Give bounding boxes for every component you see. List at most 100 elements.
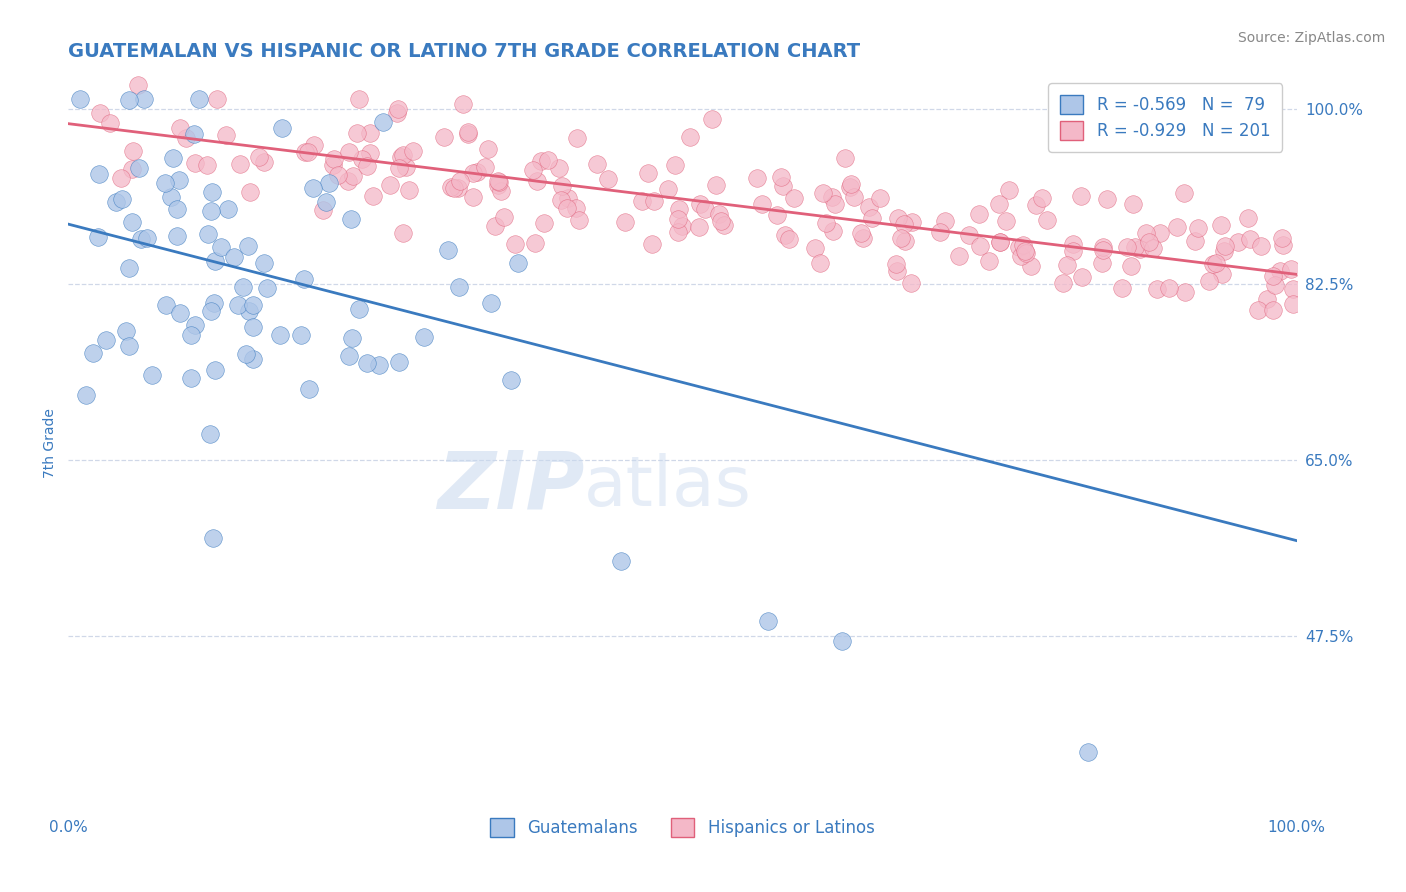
Point [385,106,408,120]
Point [1256,292,1278,306]
Point [302,137,325,152]
Point [1202,257,1225,271]
Point [745,171,768,186]
Point [530,154,553,169]
Point [838,180,860,194]
Point [537,153,560,168]
Point [457,127,479,141]
Point [1015,246,1038,260]
Point [398,183,420,197]
Point [489,184,512,198]
Point [166,202,188,216]
Point [121,215,143,229]
Legend: Guatemalans, Hispanics or Latinos: Guatemalans, Hispanics or Latinos [484,812,882,844]
Point [322,152,344,166]
Point [957,227,980,242]
Point [783,191,806,205]
Point [1212,244,1234,259]
Point [187,91,209,105]
Point [1198,274,1220,288]
Point [1062,244,1084,258]
Point [180,371,202,385]
Point [808,256,831,270]
Point [666,225,689,239]
Point [347,301,370,316]
Point [1159,281,1181,295]
Point [486,178,509,192]
Point [197,227,219,241]
Point [666,212,689,227]
Point [893,218,915,232]
Point [129,232,152,246]
Point [180,328,202,343]
Point [834,151,856,165]
Point [568,213,591,227]
Point [359,127,381,141]
Point [132,91,155,105]
Point [135,231,157,245]
Point [929,226,952,240]
Point [238,304,260,318]
Point [1261,302,1284,317]
Point [236,239,259,253]
Point [664,158,686,172]
Point [467,165,489,179]
Point [821,189,844,203]
Point [1123,240,1146,254]
Point [849,227,872,241]
Point [451,96,474,111]
Point [890,231,912,245]
Point [778,232,800,246]
Point [69,91,91,105]
Point [671,219,693,234]
Point [312,202,335,217]
Point [1184,234,1206,248]
Point [523,235,546,250]
Point [1095,192,1118,206]
Point [352,153,374,167]
Text: atlas: atlas [583,453,752,520]
Point [301,180,323,194]
Point [688,220,710,235]
Point [204,254,226,268]
Point [1239,232,1261,246]
Point [292,272,315,286]
Point [551,179,574,194]
Point [395,160,418,174]
Point [1010,249,1032,263]
Point [242,352,264,367]
Point [111,192,134,206]
Point [474,161,496,175]
Point [751,196,773,211]
Point [995,214,1018,228]
Point [988,235,1011,249]
Point [229,156,252,170]
Point [1271,230,1294,244]
Point [443,181,465,195]
Point [1121,259,1143,273]
Point [610,554,633,568]
Point [75,388,97,402]
Point [894,235,917,249]
Point [141,368,163,383]
Point [641,236,664,251]
Point [494,210,516,224]
Point [1056,258,1078,272]
Point [1135,227,1157,241]
Point [1122,197,1144,211]
Point [1091,243,1114,257]
Point [713,218,735,232]
Point [1187,221,1209,235]
Point [166,229,188,244]
Point [1115,240,1137,254]
Point [1071,270,1094,285]
Point [121,161,143,176]
Point [118,261,141,276]
Point [1062,236,1084,251]
Point [356,356,378,370]
Point [637,166,659,180]
Point [242,297,264,311]
Point [155,298,177,312]
Point [710,214,733,228]
Point [565,201,588,215]
